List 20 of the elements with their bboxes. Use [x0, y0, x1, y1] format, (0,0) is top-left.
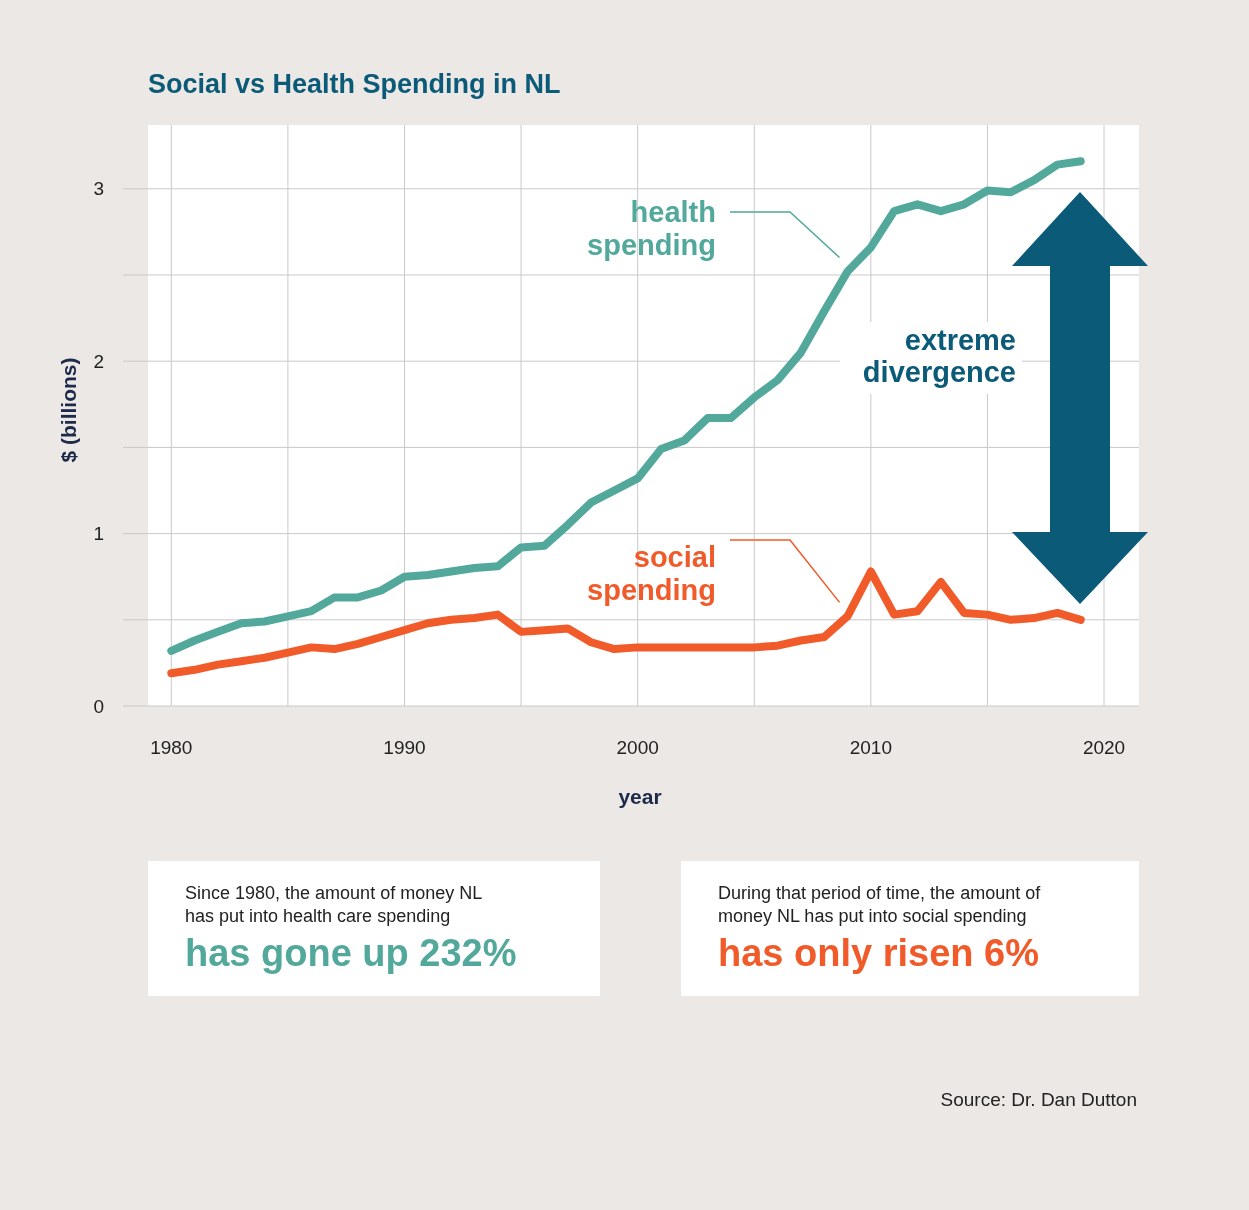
x-tick-label: 2020	[1082, 737, 1126, 758]
text: has gone up 232%	[185, 932, 517, 974]
chart-title: Social vs Health Spending in NL	[148, 69, 561, 99]
annotation: extreme divergence	[862, 324, 1016, 388]
y-tick-label: 0	[93, 695, 104, 717]
y-tick-label: 3	[93, 178, 104, 200]
source-note: Source: Dr. Dan Dutton	[940, 1089, 1137, 1110]
y-tick-label: 2	[93, 350, 104, 372]
y-tick-label: 1	[93, 523, 104, 545]
x-axis-title: year	[618, 785, 662, 808]
text: During that period of time, the amount of money NL has put into social spending	[718, 883, 1042, 926]
y-axis-title: $ (billions)	[57, 357, 80, 463]
text: Since 1980, the amount of money NL has put into health care spending	[185, 883, 483, 926]
legend-label: health spending	[587, 196, 716, 261]
legend-label: social spending	[587, 541, 716, 606]
x-tick-label: 1990	[383, 737, 426, 758]
x-tick-label: 1980	[150, 737, 193, 758]
x-tick-label: 2000	[616, 737, 659, 758]
text: has only risen 6%	[718, 932, 1040, 974]
x-tick-label: 2010	[849, 737, 892, 758]
